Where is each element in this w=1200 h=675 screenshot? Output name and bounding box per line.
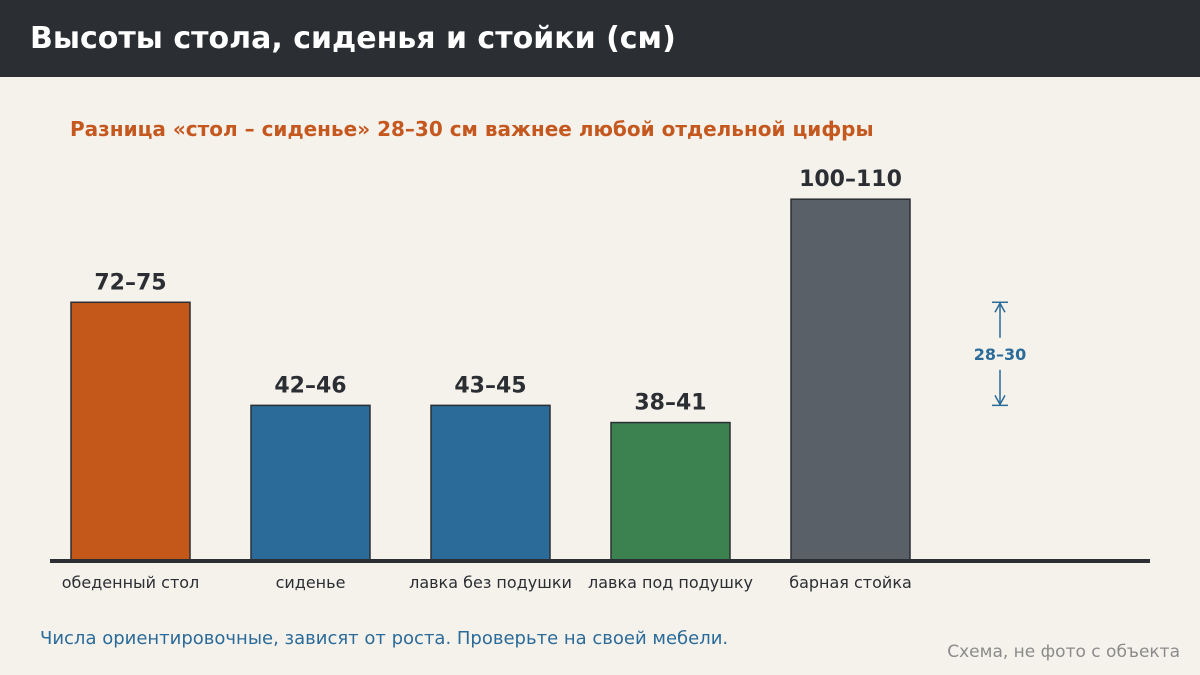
arrow-down-icon [994, 394, 1006, 406]
chart-subtitle: Разница «стол – сиденье» 28–30 см важнее… [70, 117, 874, 141]
page-title: Высоты стола, сиденья и стойки (см) [30, 21, 676, 56]
header-bar: Высоты стола, сиденья и стойки (см) [0, 0, 1200, 77]
bar [610, 421, 731, 561]
bar [790, 198, 911, 561]
arrow-up-icon [994, 301, 1006, 313]
category-label: лавка без подушки [409, 573, 572, 592]
watermark-text: Схема, не фото с объекта [947, 642, 1180, 662]
footnote: Числа ориентировочные, зависят от роста.… [40, 628, 729, 649]
category-label: лавка под подушку [588, 573, 753, 592]
bar-value-label: 42–46 [274, 373, 346, 398]
bar [70, 301, 191, 561]
category-label: обеденный стол [62, 573, 200, 592]
bar-value-label: 100–110 [799, 167, 902, 192]
category-label: сиденье [276, 573, 346, 592]
bar-value-label: 38–41 [634, 391, 706, 416]
dimension-label: 28–30 [974, 345, 1027, 364]
bar-value-label: 72–75 [94, 270, 166, 295]
bar [250, 404, 371, 561]
category-label: барная стойка [789, 573, 912, 592]
bar-value-label: 43–45 [454, 373, 526, 398]
bar [430, 404, 551, 561]
